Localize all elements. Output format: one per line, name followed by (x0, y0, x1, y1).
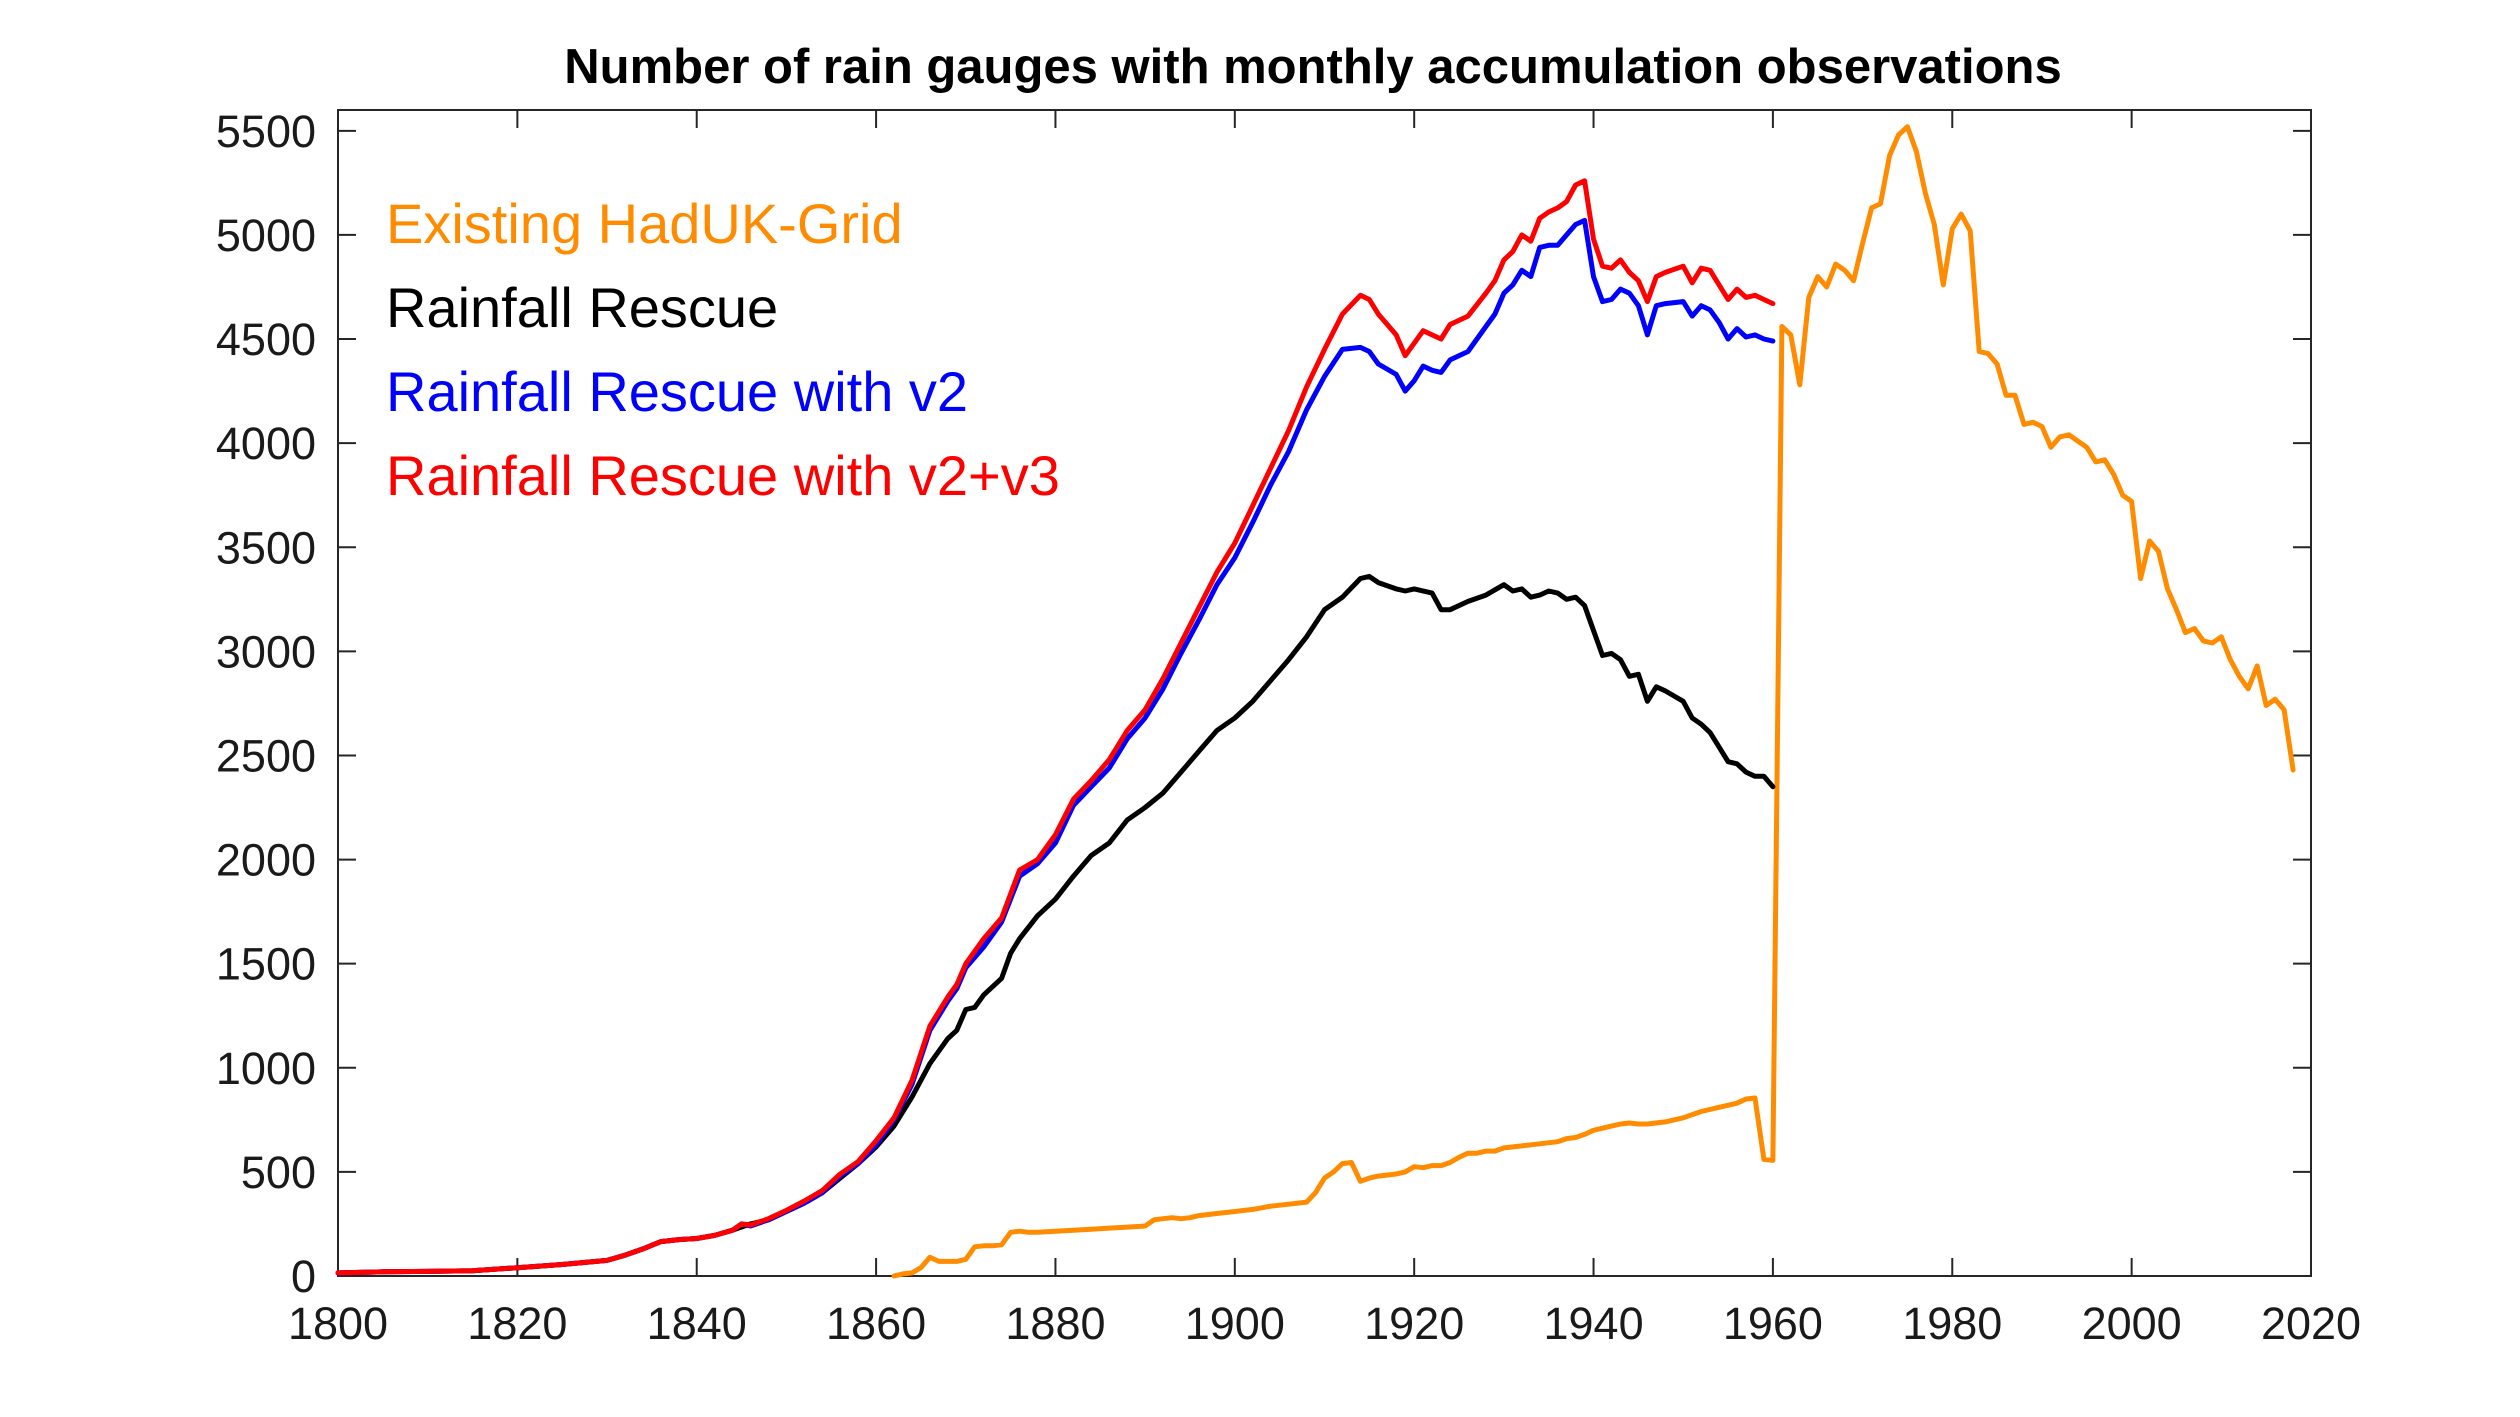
x-tick-label: 1880 (1005, 1298, 1105, 1349)
legend-entry: Rainfall Rescue with v2 (386, 360, 968, 423)
x-axis: 1800 1820 1840 1860 1880 1900 1920 1940 1960 1980… (288, 110, 2361, 1349)
x-tick-label: 1800 (288, 1298, 388, 1349)
series-layer (335, 124, 2296, 1279)
x-tick-label: 1920 (1364, 1298, 1464, 1349)
y-tick-label: 0 (291, 1251, 316, 1302)
x-tick-label: 1900 (1185, 1298, 1285, 1349)
y-tick-label: 3500 (216, 522, 316, 573)
y-tick-label: 4500 (216, 314, 316, 365)
chart-title: Number of rain gauges with monthly accum… (564, 40, 2061, 94)
x-tick-label: 1840 (647, 1298, 747, 1349)
y-tick-label: 5500 (216, 106, 316, 157)
x-tick-label: 2020 (2261, 1298, 2361, 1349)
x-tick-label: 1860 (826, 1298, 926, 1349)
series-line-rainfall-rescue-with-v2-v3 (335, 178, 1776, 1276)
legend-entry: Existing HadUK-Grid (386, 192, 903, 255)
x-tick-label: 2000 (2082, 1298, 2182, 1349)
series-line-existing-haduk-grid (891, 124, 2296, 1279)
x-tick-label: 1940 (1543, 1298, 1643, 1349)
legend: Existing HadUK-Grid Rainfall Rescue Rainfa… (386, 192, 1060, 507)
y-tick-label: 4000 (216, 418, 316, 469)
x-tick-label: 1980 (1902, 1298, 2002, 1349)
series-line-rainfall-rescue (335, 573, 1776, 1276)
x-tick-label: 1820 (467, 1298, 567, 1349)
y-tick-label: 500 (241, 1147, 316, 1198)
legend-entry: Rainfall Rescue with v2+v3 (386, 444, 1060, 507)
y-tick-label: 3000 (216, 626, 316, 677)
legend-entry: Rainfall Rescue (386, 276, 778, 339)
x-tick-label: 1960 (1723, 1298, 1823, 1349)
plot-frame (337, 109, 2312, 1277)
y-tick-label: 1500 (216, 939, 316, 990)
y-tick-label: 2500 (216, 730, 316, 781)
y-axis: 0 500 1000 1500 2000 2500 3000 3500 4000 4500 5000… (216, 106, 2311, 1302)
y-tick-label: 5000 (216, 210, 316, 261)
y-tick-label: 1000 (216, 1043, 316, 1094)
y-tick-label: 2000 (216, 835, 316, 886)
